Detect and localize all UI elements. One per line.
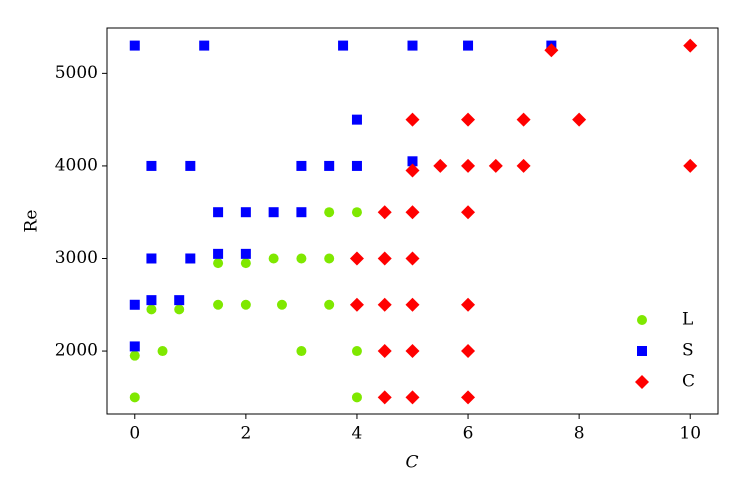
point [377, 205, 392, 220]
point [129, 341, 140, 352]
point [377, 344, 392, 359]
point [129, 392, 140, 403]
point [213, 207, 224, 218]
x-tick-label: 4 [352, 424, 363, 444]
point [213, 258, 224, 269]
point [516, 112, 531, 127]
point [129, 40, 140, 51]
point [324, 207, 335, 218]
point [296, 346, 307, 357]
x-tick-label: 0 [129, 424, 140, 444]
point [146, 253, 157, 264]
point [338, 40, 349, 51]
point [185, 160, 196, 171]
point [349, 251, 364, 266]
point [572, 112, 587, 127]
point [405, 344, 420, 359]
legend-label: C [682, 372, 695, 392]
point [324, 299, 335, 310]
point [351, 392, 362, 403]
point [516, 158, 531, 173]
point [213, 299, 224, 310]
point [461, 297, 476, 312]
point [405, 251, 420, 266]
point [351, 160, 362, 171]
y-axis-label: Re [22, 210, 42, 233]
point [129, 350, 140, 361]
point [129, 299, 140, 310]
point [405, 163, 420, 178]
legend-marker [635, 375, 649, 389]
point [488, 158, 503, 173]
y-tick-label: 5000 [55, 63, 98, 83]
point [683, 158, 698, 173]
point [377, 297, 392, 312]
point [213, 248, 224, 259]
x-tick-label: 2 [240, 424, 251, 444]
legend-marker [637, 346, 647, 356]
point [199, 40, 210, 51]
point [463, 40, 474, 51]
legend-marker [637, 315, 647, 325]
point [433, 158, 448, 173]
y-tick-label: 4000 [55, 155, 98, 175]
point [351, 346, 362, 357]
plot-frame [106, 27, 719, 415]
point [296, 160, 307, 171]
point [157, 346, 168, 357]
legend-label: S [682, 341, 694, 361]
point [146, 295, 157, 306]
point [377, 251, 392, 266]
point [407, 156, 418, 167]
point [407, 40, 418, 51]
point [461, 205, 476, 220]
point [349, 297, 364, 312]
point [351, 114, 362, 125]
point [405, 297, 420, 312]
point [324, 160, 335, 171]
legend-label: L [682, 310, 693, 330]
x-tick-label: 10 [679, 424, 701, 444]
point [174, 295, 185, 306]
point [405, 112, 420, 127]
point [324, 253, 335, 264]
x-axis-label: C [405, 453, 418, 473]
point [146, 160, 157, 171]
point [461, 390, 476, 405]
x-tick-label: 6 [463, 424, 474, 444]
point [174, 304, 185, 315]
y-tick-label: 3000 [55, 248, 98, 268]
point [276, 299, 287, 310]
point [240, 248, 251, 259]
point [405, 205, 420, 220]
point [461, 158, 476, 173]
point [405, 390, 420, 405]
point [240, 299, 251, 310]
point [268, 253, 279, 264]
point [146, 304, 157, 315]
point [461, 112, 476, 127]
point [351, 207, 362, 218]
point [185, 253, 196, 264]
point [268, 207, 279, 218]
point [240, 258, 251, 269]
point [377, 390, 392, 405]
point [544, 43, 559, 58]
y-tick-label: 2000 [55, 341, 98, 361]
point [683, 38, 698, 53]
point [296, 207, 307, 218]
point [296, 253, 307, 264]
x-tick-label: 8 [574, 424, 585, 444]
point [240, 207, 251, 218]
point [461, 344, 476, 359]
